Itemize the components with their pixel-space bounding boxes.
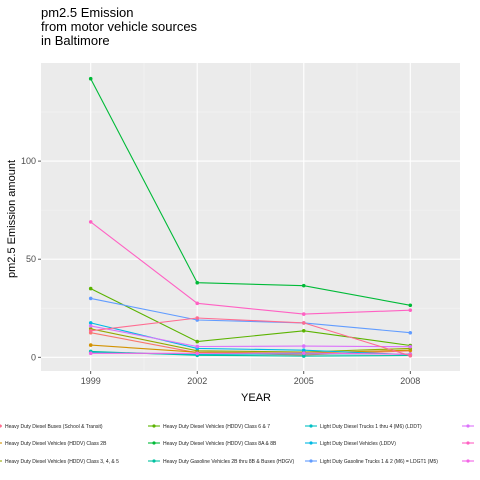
data-point [195,351,200,356]
legend-label: Heavy Duty Diesel Vehicles (HDDV) Class … [5,459,119,465]
x-axis: 1999 2002 2005 2008 [81,371,420,386]
legend-item [462,459,474,463]
data-point [408,353,413,358]
legend-label: Heavy Duty Diesel Vehicles (HDDV) Class … [163,441,277,447]
data-point [408,303,413,308]
legend-key-point [466,441,470,445]
data-point [88,351,93,356]
y-tick-label: 0 [31,352,36,362]
legend-key-point [309,441,313,445]
data-point [301,351,306,355]
legend-item: Light Duty Gasoline Trucks 1 & 2 (M6) = … [305,459,438,465]
y-tick-label: 100 [21,156,36,166]
legend-item: Heavy Duty Diesel Buses (School & Transi… [0,424,103,430]
data-point [88,76,93,81]
data-point [88,286,93,291]
legend-key-point [152,441,156,445]
series-line-12 [90,352,411,355]
y-axis: 0 50 100 [21,156,41,362]
x-axis-title: YEAR [241,392,271,404]
series-lines [90,78,411,357]
legend-key-point [466,459,470,463]
data-point [88,321,93,325]
legend-key-point [309,459,313,463]
chart-title-line-3: in Baltimore [41,33,110,48]
legend-label: Light Duty Diesel Vehicles (LDDV) [320,441,396,447]
data-point [408,308,413,312]
chart-title: pm2.5 Emission from motor vehicle source… [41,5,198,48]
data-point [195,280,200,285]
legend-label: Heavy Duty Gasoline Vehicles 2B thru 8B … [163,459,295,465]
legend-key-point [466,424,470,428]
series-line-3 [90,328,411,353]
x-tick-label: 2008 [400,376,420,386]
series-line-9 [90,297,411,334]
data-point [195,301,200,306]
data-point [301,328,306,333]
legend-item: Light Duty Diesel Trucks 1 thru 4 (M6) (… [305,424,422,430]
data-point [88,343,93,347]
series-line-13 [90,317,411,357]
series-line-5 [90,78,411,306]
x-tick-label: 2005 [294,376,314,386]
data-point [301,283,306,288]
legend-key-point [152,424,156,428]
legend-label: Heavy Duty Diesel Vehicles (HDDV) Class … [163,424,270,430]
data-point [301,312,306,316]
x-tick-label: 2002 [187,376,207,386]
legend-item: Heavy Duty Diesel Vehicles (HDDV) Class … [0,441,107,447]
data-point [408,330,413,335]
series-line-10 [90,325,411,348]
series-line-11 [90,221,411,315]
legend-item: Heavy Duty Diesel Vehicles (HDDV) Class … [0,459,119,465]
legend-key-point [152,459,156,463]
legend-item [0,424,2,428]
data-point [88,324,93,328]
series-line-2 [90,344,411,354]
legend-label: Heavy Duty Diesel Buses (School & Transi… [5,424,103,430]
legend-item: Heavy Duty Gasoline Vehicles 2B thru 8B … [148,459,295,465]
data-point [195,344,200,349]
data-point [88,220,93,224]
data-point [301,348,306,353]
legend-item [462,424,474,428]
data-point [408,344,413,349]
legend-label: Light Duty Diesel Trucks 1 thru 4 (M6) (… [320,424,422,430]
legend-label: Heavy Duty Diesel Vehicles (HDDV) Class … [5,441,107,447]
legend-item: Heavy Duty Diesel Vehicles (HDDV) Class … [148,424,270,430]
legend-item: Heavy Duty Diesel Vehicles (HDDV) Class … [148,441,277,447]
data-point [301,344,306,348]
chart-title-line-2: from motor vehicle sources [41,19,198,34]
data-point [301,321,306,325]
chart-title-line-1: pm2.5 Emission [41,5,133,20]
legend: Heavy Duty Diesel Buses (School & Transi… [0,424,474,465]
legend-key-point [309,424,313,428]
legend-key-point [0,424,2,428]
x-tick-label: 1999 [81,376,101,386]
data-point [195,316,200,320]
series-line-4 [90,288,411,347]
series-points [88,76,413,358]
y-tick-label: 50 [26,254,36,264]
legend-label: Light Duty Gasoline Trucks 1 & 2 (M6) = … [320,459,438,465]
data-point [88,296,93,301]
legend-item: Light Duty Diesel Vehicles (LDDV) [305,441,396,447]
legend-item [462,441,474,445]
data-point [88,328,93,333]
data-point [195,339,200,344]
y-axis-title: pm2.5 Emission amount [6,160,18,278]
